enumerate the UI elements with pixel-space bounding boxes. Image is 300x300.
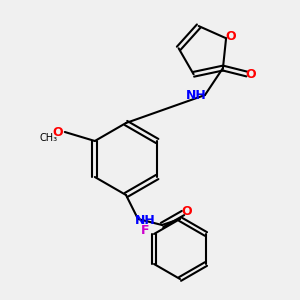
Text: CH₃: CH₃ — [39, 133, 57, 143]
Text: O: O — [181, 205, 192, 218]
Text: O: O — [245, 68, 256, 81]
Text: O: O — [225, 30, 236, 43]
Text: F: F — [141, 224, 149, 238]
Text: O: O — [52, 125, 63, 139]
Text: NH: NH — [135, 214, 156, 227]
Text: NH: NH — [186, 88, 206, 102]
